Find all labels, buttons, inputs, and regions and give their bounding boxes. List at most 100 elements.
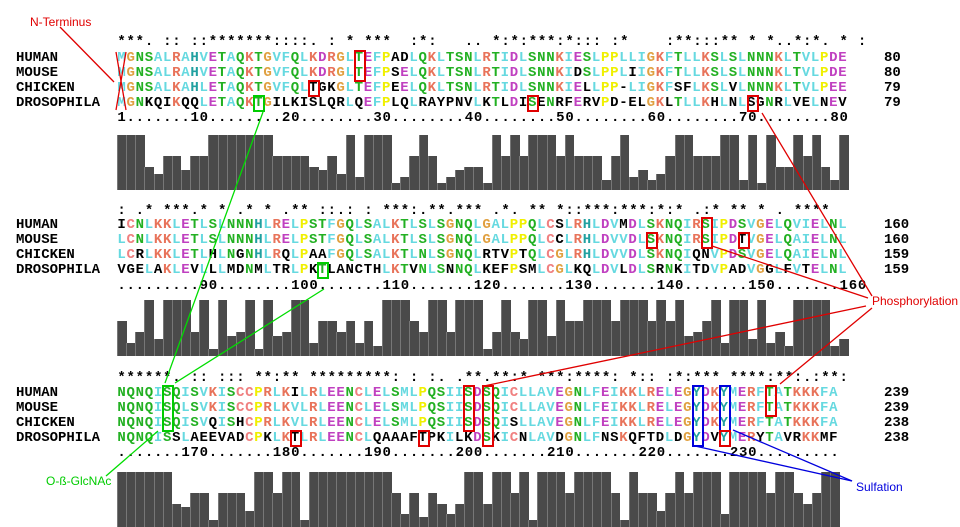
conservation-bar — [674, 472, 685, 527]
conservation-bar — [263, 135, 273, 190]
conservation-bar — [162, 472, 173, 527]
conservation-bar — [144, 166, 155, 190]
conservation-bar — [336, 332, 346, 356]
conservation-bar — [345, 321, 356, 356]
conservation-bar — [546, 472, 557, 527]
conservation-bar — [500, 155, 511, 190]
conservation-bar — [299, 155, 310, 190]
conservation-bar — [263, 472, 273, 527]
phosphorylation-site-box — [463, 385, 476, 432]
conservation-bar — [418, 517, 429, 527]
conservation-bar — [372, 135, 383, 190]
conservation-bar — [436, 300, 447, 356]
conservation-bar — [564, 135, 575, 190]
conservation-bar — [372, 345, 383, 356]
conservation-bar — [683, 492, 694, 527]
conservation-bar — [345, 135, 356, 190]
species-name: MOUSE — [16, 400, 59, 416]
conservation-bar — [510, 135, 520, 190]
conservation-bar — [720, 513, 730, 527]
conservation-bar — [117, 321, 127, 356]
phosphorylation-site-box — [353, 50, 366, 82]
conservation-bar — [665, 155, 676, 190]
conservation-bar — [601, 180, 612, 190]
conservation-bar — [537, 135, 548, 190]
conservation-bar — [144, 300, 155, 356]
conservation-bar — [217, 492, 228, 527]
conservation-bar — [583, 155, 593, 190]
species-name: DROSOPHILA — [16, 95, 101, 111]
species-name: CHICKEN — [16, 247, 75, 263]
species-name: CHICKEN — [16, 80, 75, 96]
conservation-bar — [647, 180, 657, 190]
conservation-bar — [610, 492, 621, 527]
conservation-bar — [409, 492, 420, 527]
ruler-text: .......170.......180.......190.......200… — [117, 445, 840, 461]
conservation-bar — [482, 503, 493, 527]
conservation-bar — [126, 472, 136, 527]
glcnac-site-box — [317, 262, 330, 279]
conservation-bar — [711, 155, 721, 190]
conservation-bar — [199, 300, 209, 356]
conservation-bar — [190, 492, 200, 527]
conservation-bar — [400, 300, 410, 356]
conservation-bar — [820, 472, 831, 527]
phosphorylation-site-box — [746, 95, 759, 112]
conservation-bar — [656, 173, 666, 190]
sulfation-site-box — [719, 385, 732, 432]
conservation-bar — [637, 492, 648, 527]
conservation-bar — [747, 135, 758, 190]
conservation-bar — [647, 492, 657, 527]
species-name: HUMAN — [16, 385, 59, 401]
sequence: MGNSALRAHVETAQKTGVFQLKDRGLTEFPSELQKLTSNL… — [117, 65, 847, 81]
ruler-text: 1.......10........20........30........40… — [117, 110, 849, 126]
conservation-bar — [711, 472, 721, 527]
conservation-bar — [637, 170, 648, 190]
conservation-bar — [628, 176, 639, 190]
sulfation-label: Sulfation — [856, 480, 903, 494]
conservation-bar — [382, 472, 392, 527]
conservation-bar — [729, 472, 739, 527]
residue-count: 239 — [884, 400, 910, 416]
conservation-bar — [290, 155, 301, 190]
conservation-bar — [135, 472, 145, 527]
conservation-bar — [692, 472, 703, 527]
phosphorylation-site-box — [700, 217, 714, 249]
conservation-bar — [281, 155, 292, 190]
conservation-bar — [290, 472, 301, 527]
conservation-bar — [510, 492, 520, 527]
conservation-bar — [747, 472, 758, 527]
species-name: DROSOPHILA — [16, 262, 101, 278]
sequence: ICNLKKLETLSLNNNHLRELPSTFGQLSALKTLSLSGNQL… — [117, 217, 847, 233]
phosphorylation-site-box — [481, 385, 494, 447]
glcnac-site-box — [253, 95, 266, 112]
conservation-bar — [327, 321, 337, 356]
conservation-histogram — [117, 300, 849, 356]
conservation-bar — [427, 492, 438, 527]
residue-count: 80 — [884, 50, 901, 66]
conservation-bar — [336, 472, 346, 527]
glcnac-site-box — [161, 385, 174, 432]
conservation-bar — [400, 176, 410, 190]
conservation-bar — [775, 472, 785, 527]
conservation-bar — [446, 513, 456, 527]
conservation-bar — [199, 492, 209, 527]
residue-count: 79 — [884, 95, 901, 111]
conservation-bar — [135, 135, 145, 190]
conservation-symbols: ***. :: ::*******::::. : * *** :*: .. *:… — [117, 34, 867, 50]
conservation-bar — [464, 300, 474, 356]
residue-count: 159 — [884, 247, 910, 263]
conservation-bar — [701, 155, 712, 190]
conservation-bar — [500, 472, 511, 527]
phosphorylation-site-box — [719, 430, 732, 447]
species-name: MOUSE — [16, 232, 59, 248]
residue-count: 80 — [884, 65, 901, 81]
sequence: VGELAKLEVLLLMDNMLTRLPKTLANCTHLKTVNLSNNQL… — [117, 262, 847, 278]
conservation-bar — [436, 183, 447, 190]
conservation-bar — [244, 300, 255, 356]
conservation-bar — [254, 472, 264, 527]
conservation-bar — [839, 339, 849, 356]
sequence: LCRLKKLETLHLNGNHLRQLPAAFGQLSALKTLNLSGNQL… — [117, 247, 847, 263]
residue-count: 160 — [884, 232, 910, 248]
